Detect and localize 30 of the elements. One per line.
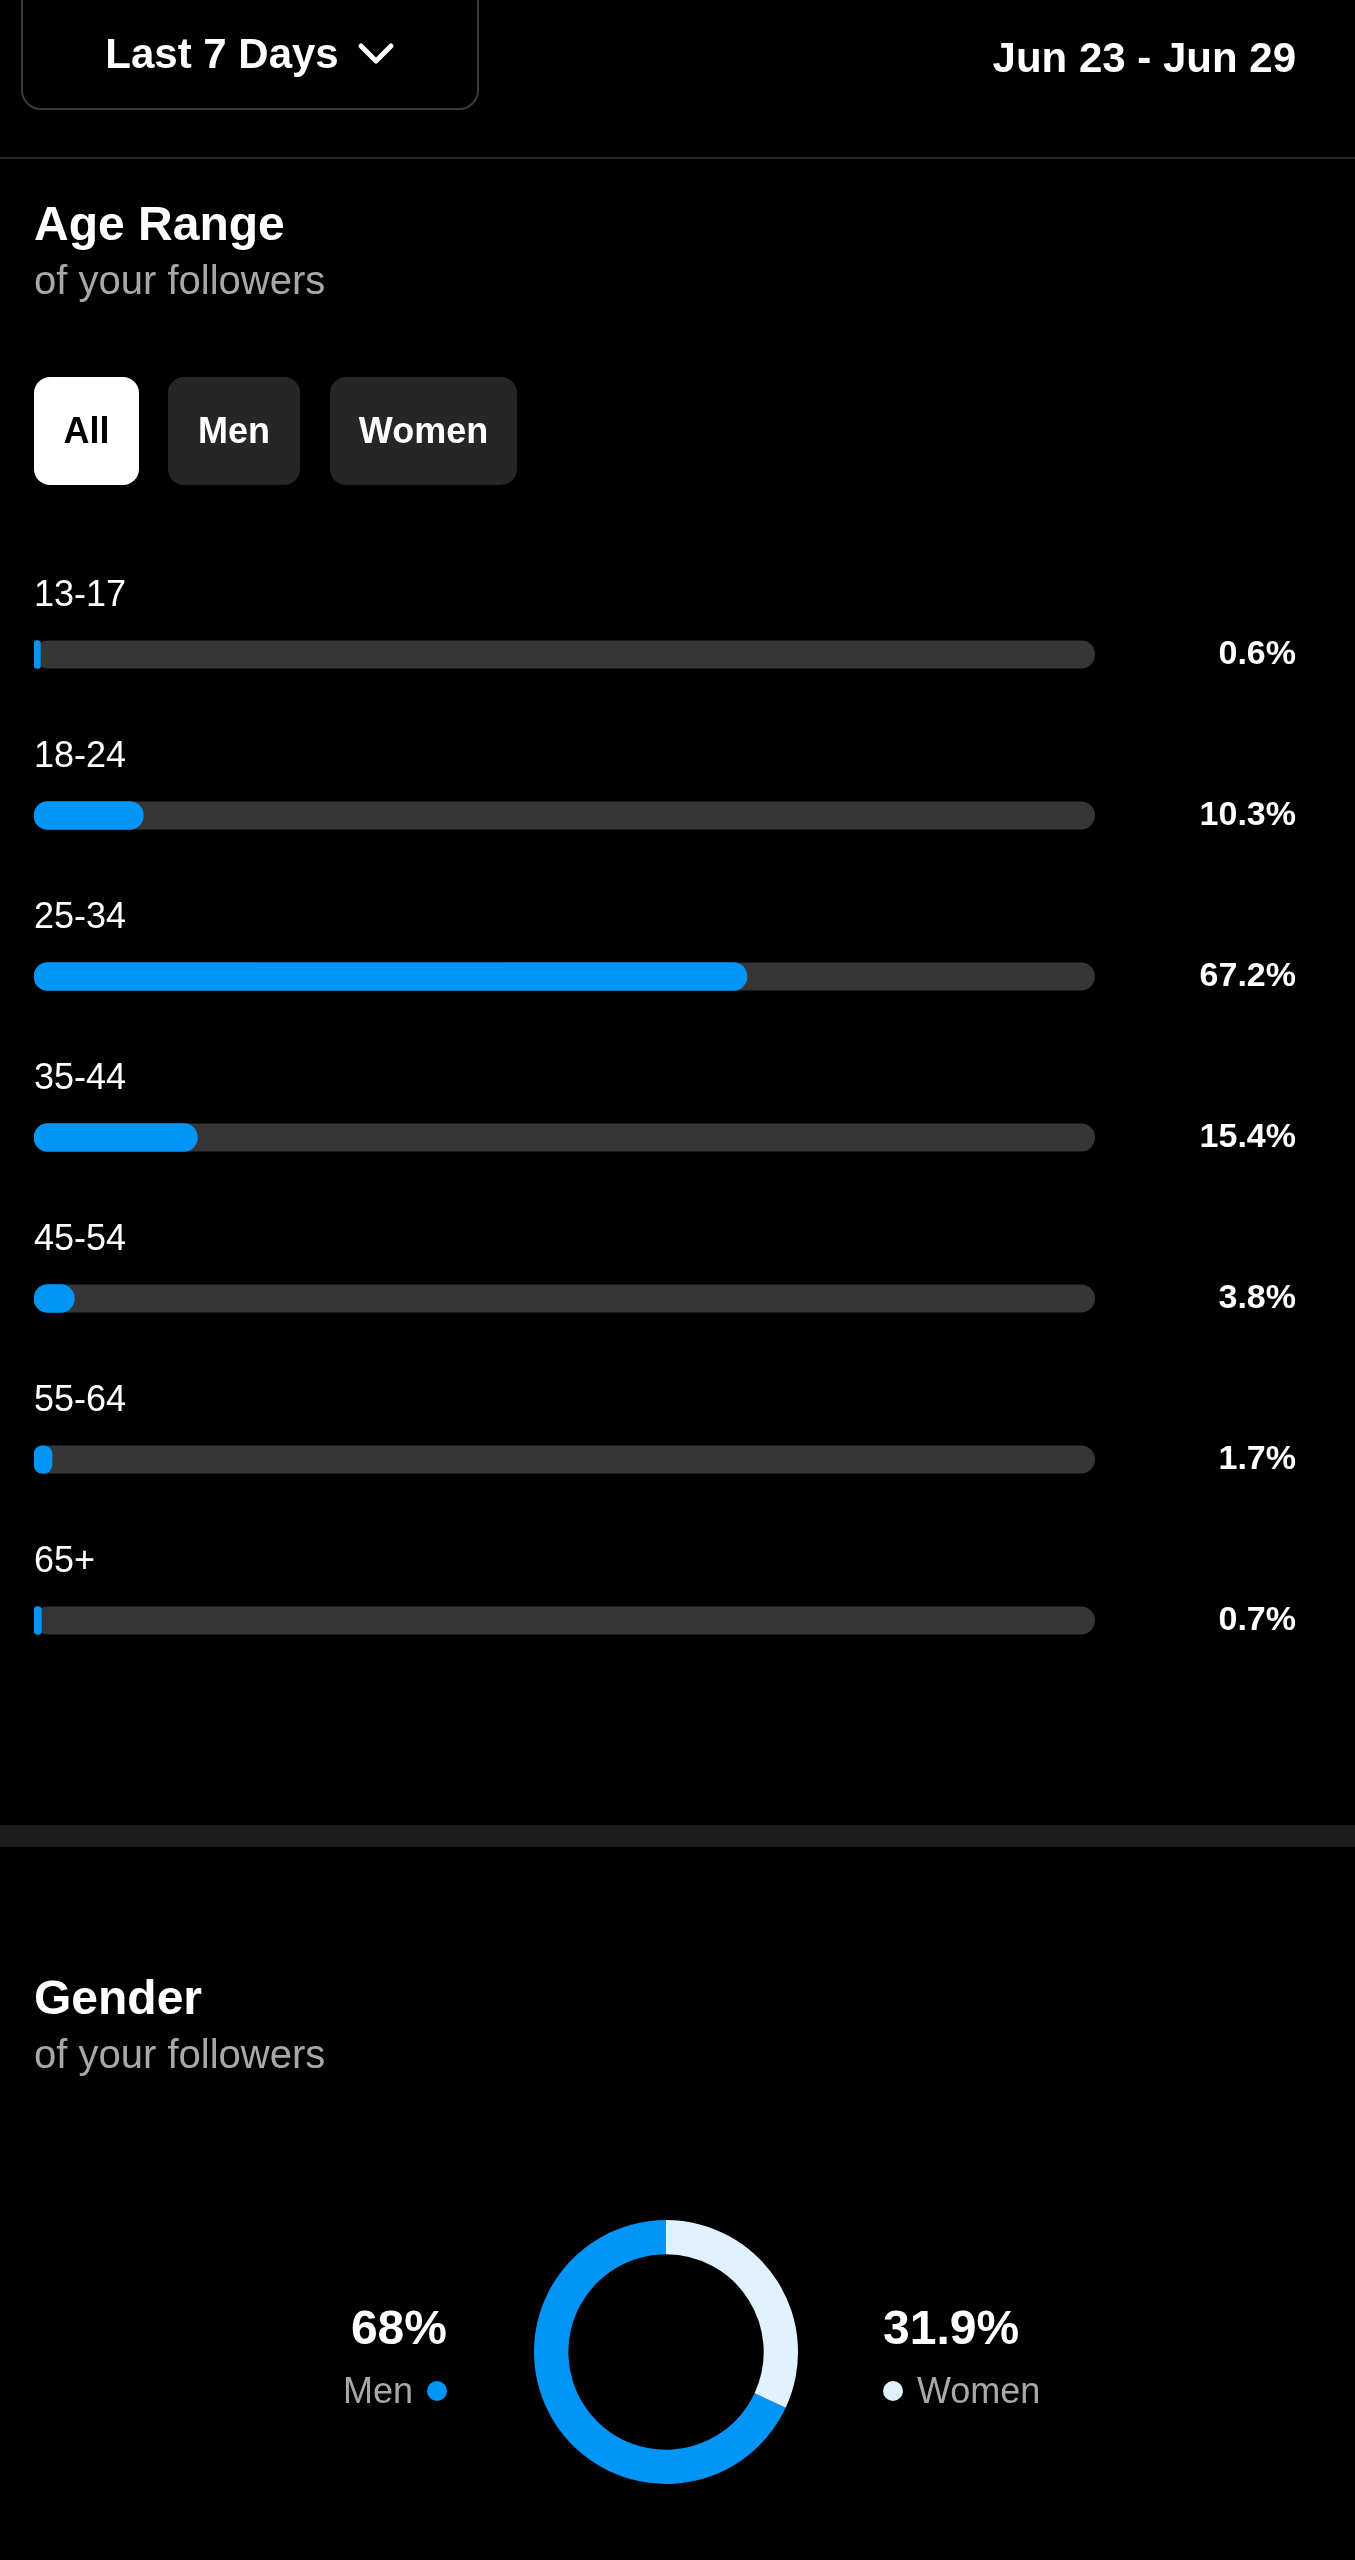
slice-label: Men bbox=[342, 2370, 413, 2412]
text: Last 7 Days bbox=[105, 30, 339, 78]
bar bbox=[34, 801, 144, 830]
category-label: 13-17 bbox=[34, 573, 127, 615]
category-label: 55-64 bbox=[34, 1378, 127, 1420]
data-label: 15.4% bbox=[1199, 1115, 1296, 1154]
text: Men bbox=[168, 377, 300, 485]
bar bbox=[34, 640, 41, 669]
category-label: 25-34 bbox=[34, 895, 127, 937]
chart-title: Age Range bbox=[34, 196, 285, 251]
data-label: 1.7% bbox=[1218, 1437, 1296, 1476]
data-label: 10.3% bbox=[1199, 793, 1296, 832]
category-label: 65+ bbox=[34, 1539, 96, 1581]
category-label: 18-24 bbox=[34, 734, 127, 776]
data-label: 0.6% bbox=[1218, 632, 1296, 671]
legend-label: Women bbox=[917, 2370, 1041, 2412]
data-label: 0.7% bbox=[1218, 1598, 1296, 1637]
bar bbox=[34, 1123, 198, 1152]
text: Women bbox=[330, 377, 517, 485]
data-label: 31.9% bbox=[883, 2300, 1020, 2355]
data-label: 67.2% bbox=[1199, 954, 1296, 993]
category-label: 35-44 bbox=[34, 1056, 127, 1098]
text: All bbox=[34, 377, 139, 485]
chart-subtitle: of your followers bbox=[34, 2032, 326, 2077]
category-label: 45-54 bbox=[34, 1217, 127, 1259]
data-label: 68% bbox=[350, 2300, 447, 2355]
text: Jun 23 - Jun 29 bbox=[992, 34, 1296, 82]
data-label: 3.8% bbox=[1218, 1276, 1296, 1315]
chart-title: Gender bbox=[34, 1970, 203, 2025]
chart-subtitle: of your followers bbox=[34, 258, 326, 303]
